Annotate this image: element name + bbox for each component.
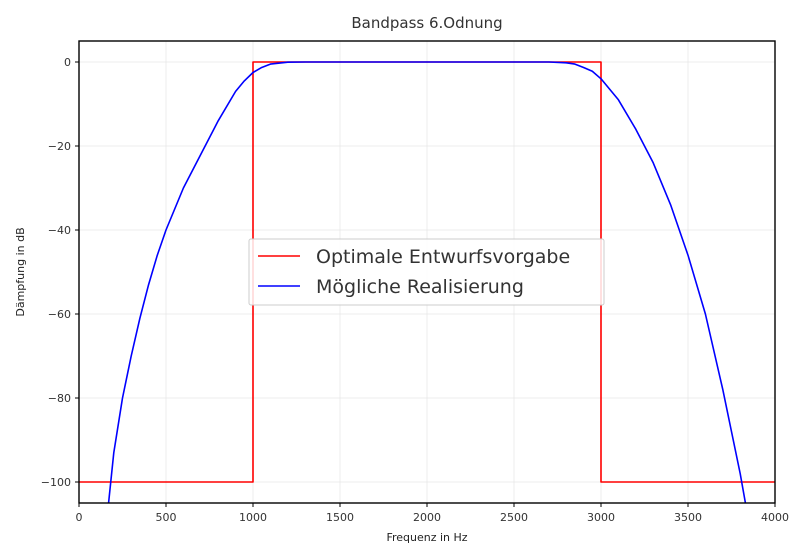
- x-axis-label: Frequenz in Hz: [386, 531, 467, 544]
- x-tick-label: 1000: [239, 511, 267, 524]
- ticks: 0 500 1000 1500 2000 2500 3000 3500 4000 0 −20 −40 −…: [41, 56, 789, 524]
- x-tick-label: 2000: [413, 511, 441, 524]
- legend: Optimale Entwurfsvorgabe Mögliche Realis…: [248, 238, 605, 306]
- y-tick-label: −80: [48, 392, 71, 405]
- series-line-realisation: [107, 61, 747, 503]
- series-group: [79, 61, 775, 503]
- x-tick-label: 4000: [761, 511, 789, 524]
- x-tick-label: 3000: [587, 511, 615, 524]
- y-tick-label: 0: [64, 56, 71, 69]
- y-tick-label: −60: [48, 308, 71, 321]
- x-tick-label: 3500: [674, 511, 702, 524]
- x-tick-label: 500: [156, 511, 177, 524]
- y-axis-label: Dämpfung in dB: [14, 227, 27, 316]
- legend-label-optimal: Optimale Entwurfsvorgabe: [316, 246, 570, 268]
- legend-label-realisation: Mögliche Realisierung: [316, 276, 524, 298]
- y-tick-label: −100: [41, 476, 71, 489]
- y-tick-label: −20: [48, 140, 71, 153]
- x-tick-label: 0: [76, 511, 83, 524]
- x-tick-label: 2500: [500, 511, 528, 524]
- chart-title: Bandpass 6.Odnung: [351, 14, 502, 32]
- x-tick-label: 1500: [326, 511, 354, 524]
- y-tick-label: −40: [48, 224, 71, 237]
- legend-box: [248, 238, 605, 306]
